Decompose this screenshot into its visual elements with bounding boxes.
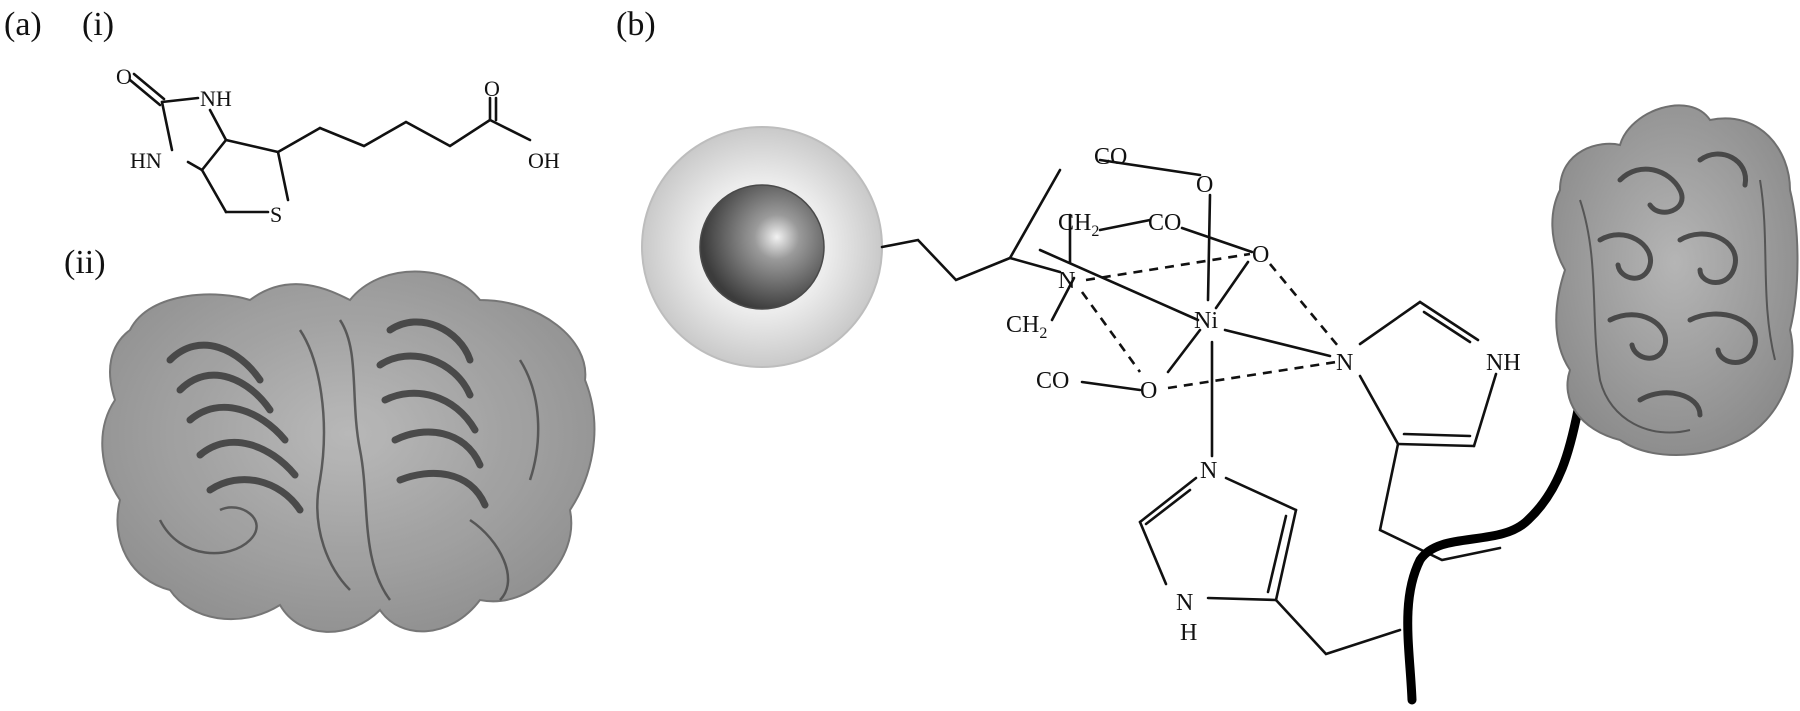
label-co-mid: CO [1148,210,1181,236]
biotin-nh-top: NH [200,86,232,111]
label-nh-his1: NH [1486,350,1521,376]
histidine-2-ring [1138,476,1402,656]
label-n-center: N [1058,268,1075,294]
label-n-his2: N [1200,458,1217,484]
label-o-top: O [1196,172,1213,198]
streptavidin-protein [101,270,596,633]
ni-nta-bead [641,126,883,368]
biotin-s: S [270,202,282,227]
biotin-o-acid: O [484,76,500,101]
panel-a-text: (a) [4,6,42,43]
panel-b-label: (b) [616,6,656,43]
label-o-bottom: O [1140,378,1157,404]
biotin-atom-labels: O NH HN S O OH [116,64,560,227]
biotin-o-carbonyl: O [116,64,132,89]
panel-a-label: (a) [4,6,42,44]
biotin-hn-left: HN [130,148,162,173]
panel-a-ii-label: (ii) [64,244,106,281]
label-o-right: O [1252,242,1269,268]
his-tagged-protein [1551,104,1799,456]
label-n-his2-bottom: N [1176,590,1193,616]
label-ni: Ni [1194,308,1218,334]
label-ch2-upper: CH2 [1058,210,1099,240]
biotin-structure [128,72,532,214]
label-h-his2-bottom: H [1180,620,1197,646]
label-co-top: CO [1094,144,1127,170]
chelate-bonds [880,158,1332,458]
label-ch2-lower: CH2 [1006,312,1047,342]
panel-a-i-label: (i) [82,6,115,43]
chelate-labels: CO O CH2 CO O N Ni CH2 CO O N NH N N H [1006,144,1521,646]
chelate-dashed-bonds [1080,252,1340,390]
his-tag-backbone [1403,405,1583,705]
label-co-bottom: CO [1036,368,1069,394]
histidine-1-ring [1358,300,1502,562]
label-n-his1: N [1336,350,1353,376]
biotin-oh: OH [528,148,560,173]
